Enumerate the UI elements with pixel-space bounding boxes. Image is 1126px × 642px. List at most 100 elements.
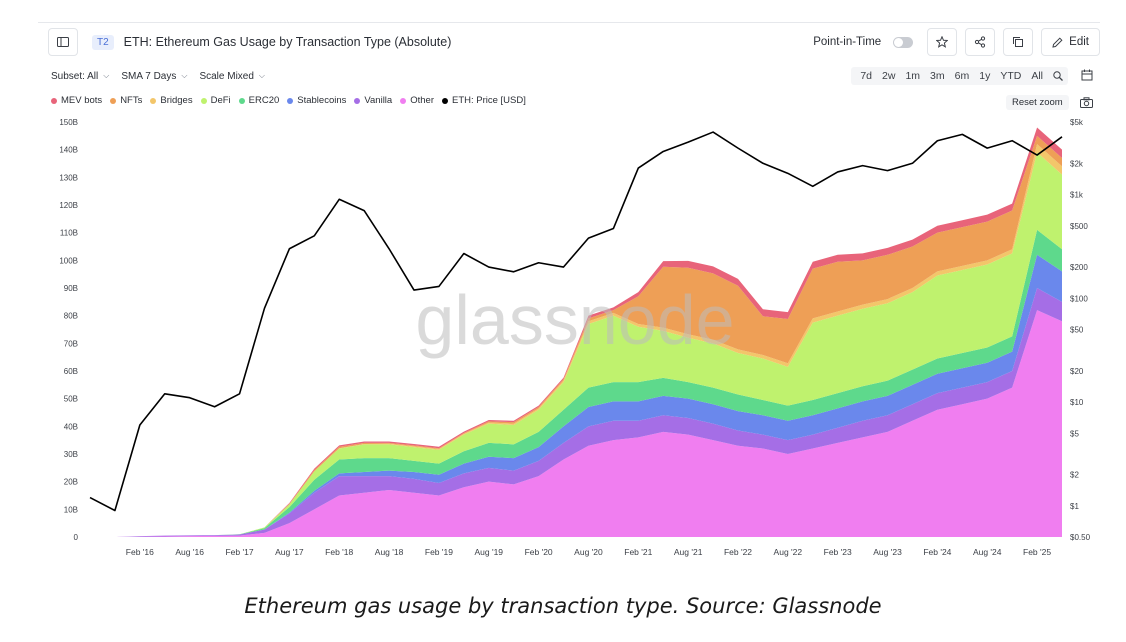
y-tick-label: 100B	[59, 256, 78, 265]
copy-icon	[1013, 37, 1024, 47]
screenshot-button[interactable]	[1080, 95, 1093, 113]
y-tick-label: 80B	[64, 312, 78, 321]
y-tick-label: 30B	[64, 450, 78, 459]
x-tick-label: Aug '23	[873, 547, 902, 557]
legend-item-eth-price-usd[interactable]: ETH: Price [USD]	[441, 95, 526, 106]
legend-label: DeFi	[210, 95, 231, 106]
y-right-tick-label: $1k	[1070, 191, 1084, 200]
copy-button[interactable]	[1003, 28, 1034, 56]
legend-label: Other	[410, 95, 434, 106]
range-1y-button[interactable]: 1y	[979, 70, 991, 82]
range-selector: 7d 2w 1m 3m 6m 1y YTD All	[851, 67, 1068, 85]
legend-label: Vanilla	[364, 95, 393, 106]
x-tick-label: Aug '20	[574, 547, 603, 557]
range-3m-button[interactable]: 3m	[930, 70, 945, 82]
sidebar-toggle-button[interactable]	[48, 28, 78, 56]
zoom-icon[interactable]	[1052, 70, 1064, 82]
calendar-icon	[1081, 69, 1093, 80]
x-tick-label: Aug '24	[973, 547, 1002, 557]
x-tick-label: Feb '19	[425, 547, 453, 557]
tier-badge: T2	[92, 34, 114, 50]
legend-item-nfts[interactable]: NFTs	[110, 95, 142, 106]
page-title: ETH: Ethereum Gas Usage by Transaction T…	[123, 35, 452, 49]
legend-dot	[150, 97, 157, 104]
y-tick-label: 110B	[60, 229, 78, 238]
share-icon	[975, 36, 986, 48]
x-tick-label: Feb '23	[824, 547, 852, 557]
legend-item-vanilla[interactable]: Vanilla	[354, 95, 392, 106]
range-7d-button[interactable]: 7d	[860, 70, 873, 82]
range-ytd-button[interactable]: YTD	[1000, 70, 1022, 82]
y-tick-label: 0	[74, 533, 79, 542]
legend-item-defi[interactable]: DeFi	[200, 95, 231, 106]
figure-caption: Ethereum gas usage by transaction type. …	[244, 594, 882, 618]
calendar-button[interactable]	[1074, 69, 1100, 84]
sidebar-icon	[57, 37, 69, 47]
range-2w-button[interactable]: 2w	[882, 70, 896, 82]
chevron-down-icon: ⌵	[181, 71, 188, 80]
favorite-button[interactable]	[927, 28, 958, 56]
sma-dropdown[interactable]: SMA 7 Days ⌵	[121, 71, 187, 82]
reset-zoom-button[interactable]: Reset zoom	[1006, 95, 1069, 110]
legend-item-other[interactable]: Other	[400, 95, 434, 106]
y-right-tick-label: $200	[1070, 263, 1088, 272]
y-right-tick-label: $500	[1070, 222, 1088, 231]
x-tick-label: Feb '16	[126, 547, 154, 557]
legend-dot	[441, 97, 448, 104]
controls-bar: Subset: All ⌵ SMA 7 Days ⌵ Scale Mixed ⌵ 7d…	[51, 65, 1100, 87]
y-tick-label: 130B	[59, 173, 78, 182]
scale-dropdown[interactable]: Scale Mixed ⌵	[199, 71, 265, 82]
legend-label: Stablecoins	[297, 95, 347, 106]
series-area-defi	[90, 152, 1062, 537]
y-tick-label: 140B	[59, 146, 78, 155]
header-tools: Point-in-Time Edit	[813, 28, 1100, 56]
subset-dropdown[interactable]: Subset: All ⌵	[51, 71, 109, 82]
x-tick-label: Feb '20	[525, 547, 553, 557]
legend-dot	[110, 97, 117, 104]
range-6m-button[interactable]: 6m	[954, 70, 970, 82]
y-right-tick-label: $5k	[1070, 118, 1084, 127]
y-tick-label: 90B	[64, 284, 78, 293]
x-tick-label: Aug '16	[175, 547, 204, 557]
x-tick-label: Aug '19	[474, 547, 503, 557]
y-tick-label: 150B	[59, 118, 78, 127]
y-right-tick-label: $5	[1070, 429, 1079, 438]
chart-legend: MEV bots NFTs Bridges DeFi ERC20 Stablecoins V…	[51, 95, 534, 106]
chevron-down-icon: ⌵	[258, 71, 265, 80]
range-1m-button[interactable]: 1m	[905, 70, 921, 82]
series-line-eth-price	[89, 131, 1063, 512]
edit-label: Edit	[1069, 36, 1089, 48]
edit-button[interactable]: Edit	[1041, 28, 1100, 56]
legend-dot	[238, 97, 245, 104]
y-right-tick-label: $1	[1070, 502, 1079, 511]
chevron-down-icon: ⌵	[103, 71, 110, 80]
y-right-tick-label: $2k	[1070, 159, 1084, 168]
series-area-other	[90, 310, 1062, 537]
share-button[interactable]	[965, 28, 996, 56]
y-right-tick-label: $50	[1070, 326, 1084, 335]
y-tick-label: 120B	[59, 201, 78, 210]
y-tick-label: 20B	[64, 478, 78, 487]
range-all-button[interactable]: All	[1031, 70, 1043, 82]
y-tick-label: 70B	[64, 339, 78, 348]
legend-item-mev-bots[interactable]: MEV bots	[51, 95, 102, 106]
y-right-tick-label: $20	[1070, 367, 1084, 376]
y-tick-label: 50B	[64, 395, 78, 404]
x-axis: Feb '16 Aug '16 Feb '17 Aug '17 Feb '18 Aug '…	[126, 547, 1052, 557]
legend-dot	[51, 97, 57, 104]
legend-item-bridges[interactable]: Bridges	[150, 95, 193, 106]
legend-dot	[400, 97, 407, 104]
subset-label: Subset: All	[51, 70, 99, 82]
legend-item-stablecoins[interactable]: Stablecoins	[287, 95, 346, 106]
point-in-time-toggle[interactable]	[893, 36, 914, 48]
watermark: glassnode	[415, 281, 734, 359]
x-tick-label: Aug '21	[674, 547, 703, 557]
y-right-tick-label: $10	[1070, 398, 1084, 407]
legend-dot	[354, 97, 361, 104]
star-icon	[936, 36, 949, 48]
y-tick-label: 60B	[64, 367, 78, 376]
legend-item-erc20[interactable]: ERC20	[238, 95, 279, 106]
x-tick-label: Aug '22	[774, 547, 803, 557]
x-tick-label: Feb '24	[923, 547, 951, 557]
x-tick-label: Aug '17	[275, 547, 304, 557]
